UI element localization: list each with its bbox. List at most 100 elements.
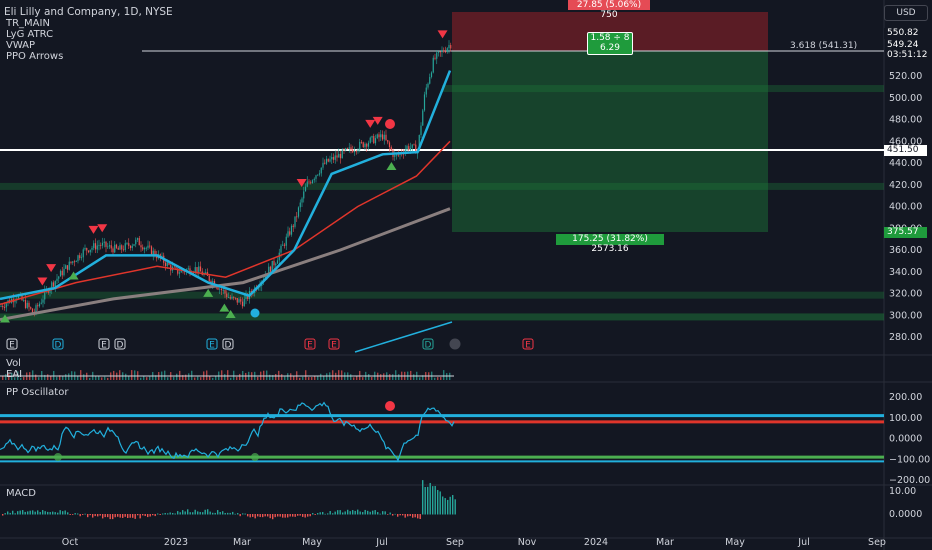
candle-body — [444, 51, 447, 53]
event-marker-box-2[interactable] — [98, 338, 110, 350]
osc-pane-title[interactable]: PP Oscillator — [6, 387, 69, 398]
macd-bar — [382, 511, 384, 515]
macd-bar — [219, 511, 221, 515]
macd-bar — [387, 514, 389, 515]
event-marker-box-8[interactable] — [422, 338, 434, 350]
indicator-label-1[interactable]: LyG ATRC — [6, 29, 54, 40]
currency-button[interactable]: USD — [884, 5, 928, 21]
price-tick-5: 420.00 — [889, 180, 922, 191]
position-reward-zone[interactable] — [452, 51, 768, 232]
volume-bar — [332, 370, 334, 380]
macd-bar — [254, 514, 256, 519]
volume-bar — [47, 374, 49, 380]
candle-body — [439, 51, 441, 53]
candle-body — [303, 191, 305, 199]
event-marker-box-3[interactable] — [114, 338, 126, 350]
candle-body — [427, 83, 429, 88]
macd-bar — [164, 512, 166, 515]
candle-body — [105, 241, 107, 247]
volume-bar — [212, 377, 214, 380]
macd-bar — [364, 509, 366, 515]
vol-pane-title[interactable]: Vol — [6, 358, 21, 369]
volume-bar — [422, 375, 424, 380]
macd-bar — [189, 512, 191, 515]
event-marker-box-6[interactable] — [304, 338, 316, 350]
candle-body — [177, 268, 179, 274]
event-marker-box-1[interactable] — [52, 338, 64, 350]
macd-pane-title[interactable]: MACD — [6, 488, 36, 499]
event-marker-box-7[interactable] — [328, 338, 340, 350]
candle-body — [327, 158, 329, 162]
macd-bar — [97, 514, 99, 517]
macd-bar — [162, 513, 164, 515]
price-axis[interactable]: 520.00 500.00 480.00 460.00 440.00 420.00 400.… — [889, 71, 922, 343]
candle-body — [40, 302, 42, 304]
osc-dot-green-1 — [54, 453, 62, 461]
dividend-marker[interactable] — [449, 338, 461, 350]
macd-bar — [17, 511, 19, 515]
indicator-label-3[interactable]: PPO Arrows — [6, 51, 64, 62]
zone-0 — [442, 85, 884, 93]
candle-body — [117, 247, 119, 250]
candle-body — [446, 48, 448, 52]
volume-bar — [23, 376, 25, 380]
macd-bar — [167, 513, 169, 515]
volume-bar — [5, 374, 7, 380]
candle-body — [280, 245, 282, 253]
candle-body — [318, 173, 321, 175]
price-tick-9: 340.00 — [889, 267, 922, 278]
ppo-arrow-signals — [0, 30, 448, 323]
candle-body — [374, 138, 377, 144]
volume-bar — [80, 370, 82, 380]
candle-body — [168, 262, 170, 265]
countdown-tag: 03:51:12 — [887, 50, 928, 60]
symbol-title[interactable]: Eli Lilly and Company, 1D, NYSE — [4, 6, 173, 18]
volume-bar — [185, 374, 187, 380]
price-tick-10: 320.00 — [889, 289, 922, 300]
event-marker-box-4[interactable] — [206, 338, 218, 350]
volume-bar — [104, 376, 106, 380]
volume-bar — [419, 377, 421, 380]
candle-body — [311, 180, 314, 184]
candle-body — [397, 154, 399, 156]
macd-bar — [414, 514, 416, 518]
candle-body — [170, 264, 172, 271]
time-axis[interactable]: Oct 2023 Mar May Jul Sep Nov 2024 Mar May Jul Sep — [62, 537, 886, 548]
event-marker-box-0[interactable] — [6, 338, 18, 350]
candle-body — [128, 243, 130, 246]
candle-body — [61, 270, 63, 276]
indicator-label-0[interactable]: TR_MAIN — [6, 18, 50, 29]
event-marker-box-9[interactable] — [522, 338, 534, 350]
candle-body — [313, 178, 315, 181]
candle-body — [348, 147, 350, 149]
macd-bar — [217, 510, 219, 515]
candle-body — [129, 245, 132, 248]
volume-bar — [107, 377, 109, 380]
candle-body — [131, 245, 133, 248]
candle-body — [432, 57, 434, 73]
event-marker-box-5[interactable] — [222, 338, 234, 350]
zone-2 — [0, 291, 884, 299]
volume-bar — [101, 377, 103, 380]
volume-bar — [269, 374, 271, 380]
candle-body — [332, 157, 335, 160]
macd-bar — [262, 514, 264, 518]
candle-body — [173, 266, 175, 268]
volume-bar — [68, 373, 70, 380]
macd-bar — [14, 513, 16, 515]
indicator-label-2[interactable]: VWAP — [6, 40, 36, 51]
candle-body — [147, 245, 149, 248]
candle-body — [42, 299, 44, 303]
volume-bar — [224, 374, 226, 380]
candle-body — [21, 294, 23, 301]
candle-body — [420, 125, 422, 136]
macd-bar — [57, 512, 59, 515]
candle-body — [205, 272, 207, 274]
buy-arrow-2 — [203, 288, 214, 297]
buy-arrow-4 — [225, 309, 236, 318]
vol-pane-sub[interactable]: EAI — [6, 369, 23, 380]
candle-body — [224, 290, 226, 294]
trend-line[interactable] — [354, 321, 453, 353]
candle-body — [341, 149, 343, 159]
